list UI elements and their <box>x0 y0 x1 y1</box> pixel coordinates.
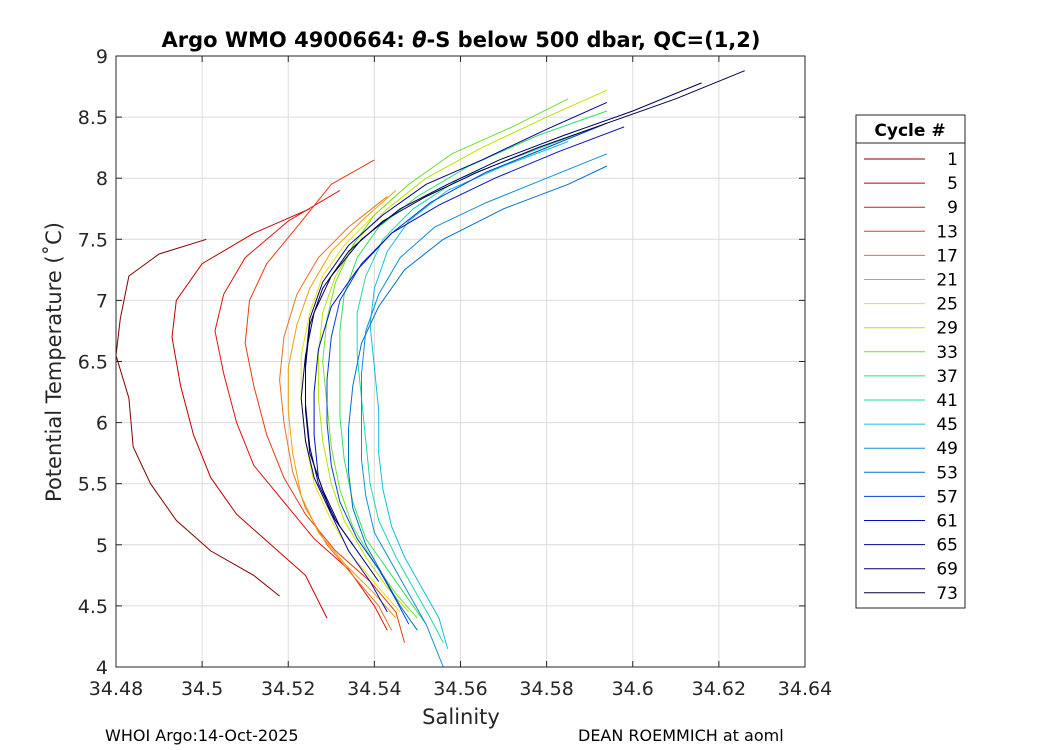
series-line-cycle-49 <box>361 153 608 668</box>
y-tick-label: 9 <box>96 46 108 68</box>
legend-label-cycle-73: 73 <box>936 584 958 604</box>
x-tick-label: 34.52 <box>261 678 315 700</box>
series-line-cycle-37 <box>339 110 608 625</box>
x-tick-label: 34.64 <box>778 678 832 700</box>
series-line-cycle-45 <box>369 141 569 649</box>
legend-label-cycle-65: 65 <box>936 536 958 556</box>
legend-label-cycle-5: 5 <box>947 174 958 194</box>
x-tick-label: 34.54 <box>347 678 401 700</box>
x-tick-label: 34.48 <box>89 678 143 700</box>
y-tick-label: 6.5 <box>78 352 108 374</box>
legend-label-cycle-45: 45 <box>936 415 958 435</box>
series-line-cycle-1 <box>115 238 280 597</box>
y-tick-label: 5.5 <box>78 474 108 496</box>
x-tick-label: 34.5 <box>181 678 223 700</box>
x-axis-label: Salinity <box>422 705 500 729</box>
legend-label-cycle-17: 17 <box>936 246 958 266</box>
legend-label-cycle-49: 49 <box>936 439 958 459</box>
y-tick-label: 8 <box>96 168 108 190</box>
x-tick-label: 34.58 <box>519 678 573 700</box>
footer-source: WHOI Argo:14-Oct-2025 <box>105 726 299 745</box>
series-line-cycle-65 <box>305 101 608 582</box>
legend-label-cycle-53: 53 <box>936 463 958 483</box>
legend-label-cycle-37: 37 <box>936 367 958 387</box>
series-line-cycle-9 <box>214 189 388 631</box>
series-lines <box>115 70 745 668</box>
series-line-cycle-5 <box>171 208 328 619</box>
series-line-cycle-41 <box>356 128 590 643</box>
y-tick-label: 6 <box>96 413 108 435</box>
y-axis-label: Potential Temperature (˚C) <box>42 222 66 502</box>
x-tick-label: 34.62 <box>692 678 746 700</box>
legend-box <box>855 114 966 609</box>
legend-label-cycle-69: 69 <box>936 560 958 580</box>
chart-title: Argo WMO 4900664: θ-S below 500 dbar, QC… <box>161 28 760 52</box>
legend-label-cycle-13: 13 <box>936 222 958 242</box>
ticks: 34.48 34.5 34.52 34.54 34.56 34.58 34.6 34.62 34… <box>78 46 832 700</box>
x-tick-label: 34.56 <box>433 678 487 700</box>
legend-title: Cycle # <box>874 121 945 141</box>
y-tick-label: 7.5 <box>78 229 108 251</box>
y-tick-label: 5 <box>96 535 108 557</box>
legend-label-cycle-33: 33 <box>936 343 958 363</box>
series-line-cycle-13 <box>244 159 405 643</box>
series-line-cycle-17 <box>279 196 393 631</box>
y-tick-label: 4.5 <box>78 596 108 618</box>
legend-label-cycle-21: 21 <box>936 271 958 291</box>
series-line-cycle-57 <box>326 122 608 625</box>
series-line-cycle-21 <box>287 190 397 619</box>
legend-label-cycle-9: 9 <box>947 198 958 218</box>
legend-label-cycle-29: 29 <box>936 319 958 339</box>
series-line-cycle-73 <box>305 70 745 527</box>
series-line-cycle-33 <box>322 98 569 619</box>
series-line-cycle-53 <box>348 165 608 631</box>
y-tick-label: 4 <box>96 657 108 679</box>
legend-label-cycle-61: 61 <box>936 512 958 532</box>
legend: Cycle # 1 5 9 13 17 21 25 29 33 37 41 45 49 53 57 61 65 6… <box>855 114 966 609</box>
footer-author: DEAN ROEMMICH at aoml <box>578 726 784 745</box>
legend-label-cycle-57: 57 <box>936 487 958 507</box>
legend-label-cycle-25: 25 <box>936 295 958 315</box>
x-tick-label: 34.6 <box>612 678 654 700</box>
series-line-cycle-29 <box>317 89 608 613</box>
y-tick-label: 7 <box>96 290 108 312</box>
legend-label-cycle-41: 41 <box>936 391 958 411</box>
series-line-cycle-61 <box>313 126 625 613</box>
y-tick-label: 8.5 <box>78 107 108 129</box>
legend-label-cycle-1: 1 <box>947 150 958 170</box>
